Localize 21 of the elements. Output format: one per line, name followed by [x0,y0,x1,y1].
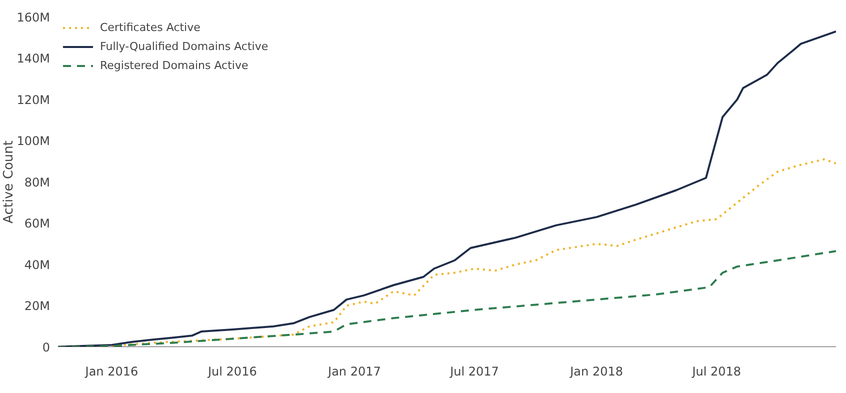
y-axis-title: Active Count [2,140,17,224]
x-tick-label: Jul 2017 [449,364,499,379]
y-tick-label: 60M [24,216,50,231]
y-tick-label: 120M [16,92,50,107]
x-tick-label: Jan 2017 [327,364,381,379]
y-tick-label: 20M [24,299,50,314]
line-series [58,250,836,347]
line-series [58,30,836,347]
y-tick-label: 80M [24,175,50,190]
legend-label: Fully-Qualified Domains Active [100,40,268,53]
y-tick-label: 40M [24,258,50,272]
legend-label: Registered Domains Active [100,59,248,72]
x-tick-label: Jul 2018 [691,364,742,379]
legend-label: Certificates Active [100,21,200,34]
x-tick-label: Jan 2016 [84,364,138,379]
x-tick-label: Jul 2016 [207,364,257,379]
y-tick-label: 140M [16,52,50,66]
y-tick-label: 160M [16,10,50,24]
y-tick-label: 0 [42,340,50,354]
y-tick-label: 100M [16,134,50,148]
x-tick-label: Jan 2018 [569,364,623,379]
